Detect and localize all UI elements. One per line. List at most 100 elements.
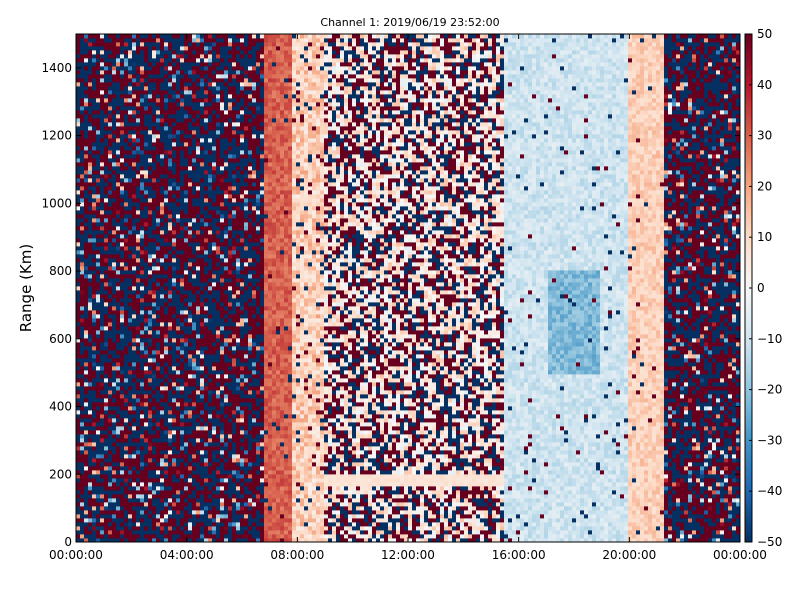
heatmap-cell <box>132 414 137 419</box>
heatmap-cell <box>228 154 233 159</box>
heatmap-cell <box>84 46 89 51</box>
heatmap-cell <box>108 182 113 187</box>
heatmap-cell <box>96 230 101 235</box>
heatmap-cell <box>200 334 205 339</box>
heatmap-cell <box>212 478 217 483</box>
heatmap-cell <box>204 470 209 475</box>
heatmap-cell <box>132 310 137 315</box>
heatmap-cell <box>132 86 137 91</box>
heatmap-cell <box>148 234 153 239</box>
heatmap-cell <box>224 226 229 231</box>
heatmap-cell <box>128 162 133 167</box>
heatmap-cell <box>220 38 225 43</box>
heatmap-cell <box>160 278 165 283</box>
heatmap-cell <box>128 470 133 475</box>
heatmap-cell <box>96 350 101 355</box>
heatmap-cell <box>84 406 89 411</box>
heatmap-cell <box>156 130 161 135</box>
heatmap-cell <box>132 298 137 303</box>
heatmap-cell <box>180 190 185 195</box>
heatmap-cell <box>96 402 101 407</box>
heatmap-cell <box>164 138 169 143</box>
heatmap-cell <box>216 342 221 347</box>
heatmap-cell <box>120 398 125 403</box>
heatmap-cell <box>112 426 117 431</box>
heatmap-cell <box>136 154 141 159</box>
heatmap-cell <box>120 414 125 419</box>
heatmap-cell <box>212 258 217 263</box>
heatmap-cell <box>184 306 189 311</box>
heatmap-cell <box>220 518 225 523</box>
heatmap-cell <box>96 222 101 227</box>
heatmap-cell <box>156 534 161 539</box>
heatmap-cell <box>196 530 201 535</box>
heatmap-cell <box>132 218 137 223</box>
heatmap-cell <box>184 330 189 335</box>
heatmap-cell <box>96 46 101 51</box>
heatmap-cell <box>108 46 113 51</box>
heatmap-cell <box>148 82 153 87</box>
heatmap-cell <box>204 206 209 211</box>
heatmap-cell <box>204 418 209 423</box>
heatmap-cell <box>92 90 97 95</box>
heatmap-cell <box>144 66 149 71</box>
heatmap-cell <box>104 226 109 231</box>
heatmap-cell <box>204 474 209 479</box>
heatmap-cell <box>144 162 149 167</box>
heatmap-cell <box>108 178 113 183</box>
heatmap-cell <box>180 162 185 167</box>
heatmap-cell <box>100 274 105 279</box>
heatmap-cell <box>84 58 89 63</box>
heatmap-cell <box>164 454 169 459</box>
heatmap-cell <box>160 74 165 79</box>
heatmap-cell <box>108 198 113 203</box>
heatmap-cell <box>200 486 205 491</box>
heatmap-cell <box>80 398 85 403</box>
heatmap-cell <box>88 198 93 203</box>
heatmap-cell <box>232 422 237 427</box>
heatmap-cell <box>196 106 201 111</box>
heatmap-cell <box>196 294 201 299</box>
heatmap-cell <box>184 446 189 451</box>
heatmap-cell <box>216 310 221 315</box>
heatmap-cell <box>188 286 193 291</box>
heatmap-cell <box>200 490 205 495</box>
heatmap-cell <box>200 478 205 483</box>
heatmap-cell <box>128 34 133 39</box>
heatmap-cell <box>216 130 221 135</box>
heatmap-cell <box>208 526 213 531</box>
heatmap-cell <box>128 494 133 499</box>
heatmap-cell <box>208 434 213 439</box>
heatmap-cell <box>88 170 93 175</box>
heatmap-cell <box>128 258 133 263</box>
heatmap-cell <box>192 174 197 179</box>
heatmap-cell <box>136 526 141 531</box>
heatmap-cell <box>164 130 169 135</box>
heatmap-cell <box>196 122 201 127</box>
heatmap-cell <box>96 454 101 459</box>
heatmap-cell <box>88 478 93 483</box>
heatmap-cell <box>148 78 153 83</box>
heatmap-cell <box>120 118 125 123</box>
heatmap-cell <box>188 110 193 115</box>
heatmap-cell <box>108 42 113 47</box>
heatmap-cell <box>104 486 109 491</box>
heatmap-cell <box>188 70 193 75</box>
heatmap-cell <box>176 470 181 475</box>
heatmap-cell <box>88 342 93 347</box>
heatmap-cell <box>216 522 221 527</box>
heatmap-cell <box>92 106 97 111</box>
heatmap-cell <box>124 106 129 111</box>
heatmap-cell <box>164 58 169 63</box>
heatmap-cell <box>200 174 205 179</box>
heatmap-cell <box>216 434 221 439</box>
heatmap-cell <box>204 78 209 83</box>
heatmap-cell <box>188 182 193 187</box>
heatmap-cell <box>192 34 197 39</box>
heatmap-cell <box>164 250 169 255</box>
heatmap-cell <box>204 130 209 135</box>
heatmap-cell <box>116 454 121 459</box>
heatmap-cell <box>224 198 229 203</box>
heatmap-cell <box>204 138 209 143</box>
heatmap-cell <box>108 510 113 515</box>
